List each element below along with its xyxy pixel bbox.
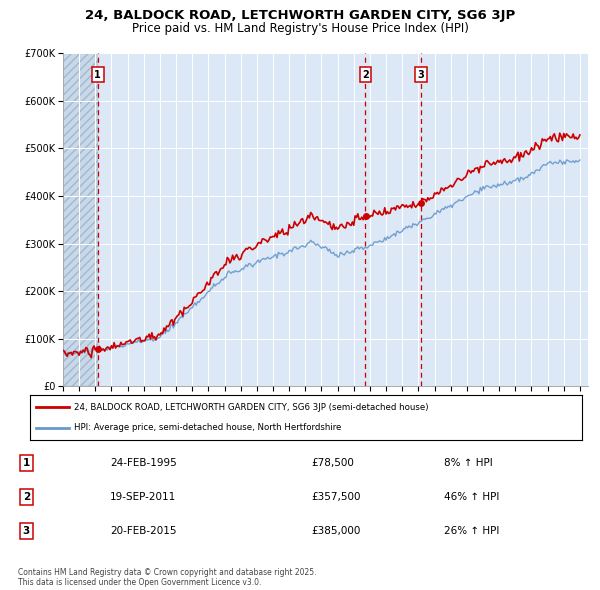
Text: 8% ↑ HPI: 8% ↑ HPI (444, 458, 493, 468)
Text: 19-SEP-2011: 19-SEP-2011 (110, 492, 176, 502)
Text: 1: 1 (94, 70, 101, 80)
Text: £78,500: £78,500 (311, 458, 355, 468)
Bar (63, 53, 98, 386)
Text: 46% ↑ HPI: 46% ↑ HPI (444, 492, 499, 502)
Text: 3: 3 (418, 70, 424, 80)
Text: £357,500: £357,500 (311, 492, 361, 502)
Text: 2: 2 (23, 492, 30, 502)
Text: 3: 3 (23, 526, 30, 536)
Text: 26% ↑ HPI: 26% ↑ HPI (444, 526, 499, 536)
Text: Contains HM Land Registry data © Crown copyright and database right 2025.
This d: Contains HM Land Registry data © Crown c… (18, 568, 317, 587)
Text: HPI: Average price, semi-detached house, North Hertfordshire: HPI: Average price, semi-detached house,… (74, 423, 341, 432)
Text: 24-FEB-1995: 24-FEB-1995 (110, 458, 176, 468)
Text: 2: 2 (362, 70, 369, 80)
Text: 24, BALDOCK ROAD, LETCHWORTH GARDEN CITY, SG6 3JP: 24, BALDOCK ROAD, LETCHWORTH GARDEN CITY… (85, 9, 515, 22)
Text: 20-FEB-2015: 20-FEB-2015 (110, 526, 176, 536)
Text: £385,000: £385,000 (311, 526, 361, 536)
Text: 1: 1 (23, 458, 30, 468)
Text: Price paid vs. HM Land Registry's House Price Index (HPI): Price paid vs. HM Land Registry's House … (131, 22, 469, 35)
Text: 24, BALDOCK ROAD, LETCHWORTH GARDEN CITY, SG6 3JP (semi-detached house): 24, BALDOCK ROAD, LETCHWORTH GARDEN CITY… (74, 403, 428, 412)
